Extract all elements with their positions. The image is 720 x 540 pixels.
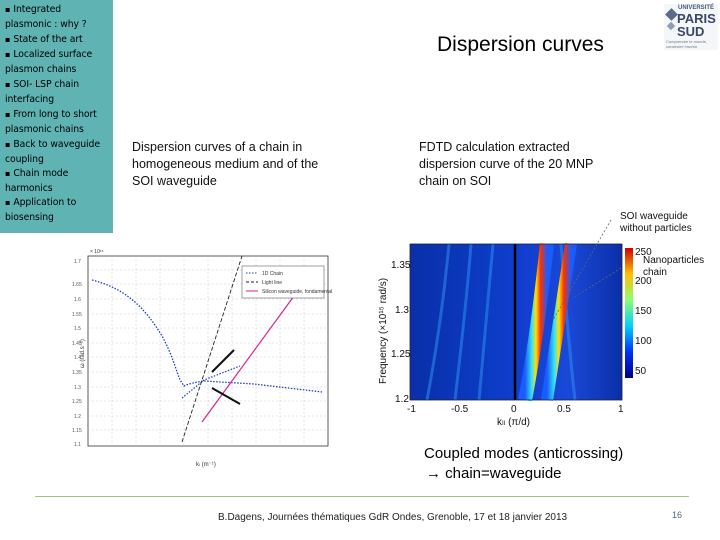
sidebar-item-label: Application to biosensing — [5, 197, 77, 223]
sidebar-item-biosensing[interactable]: ▪ Application to biosensing — [5, 197, 77, 223]
colorbar-tick: 100 — [635, 336, 652, 347]
y-tick: 1.6 — [74, 297, 81, 303]
sidebar-item-lsp-chains[interactable]: ▪ Localized surface plasmon chains — [5, 49, 93, 75]
nano-pointer — [572, 267, 622, 299]
legend-box — [241, 265, 325, 299]
y-tick: 1.65 — [72, 282, 82, 288]
colorbar-tick: 200 — [635, 276, 652, 287]
logo-mark-icon — [664, 4, 718, 50]
sidebar-item-state-of-art[interactable]: ▪ State of the art — [5, 34, 83, 45]
chain-mode-band-2 — [541, 243, 577, 401]
legend-light: Light line — [262, 280, 282, 286]
sidebar-item-label: Integrated plasmonic : why ? — [5, 4, 87, 30]
dispersion-plot-homogeneous: 1D Chain Light line Silicon waveguide, f… — [64, 244, 334, 470]
y-tick: 1.25 — [72, 399, 82, 405]
x-tick: -1 — [407, 404, 416, 415]
y-tick: 1.15 — [72, 428, 82, 434]
y-tick: 1.45 — [72, 341, 82, 347]
footer-citation: B.Dagens, Journées thématiques GdR Ondes… — [218, 512, 568, 523]
caption-right: FDTD calculation extracted dispersion cu… — [419, 140, 594, 188]
y-tick: 1.1 — [74, 442, 81, 448]
x-tick: 1 — [618, 404, 624, 415]
fdtd-map-svg: SOI waveguide without particles Nanopart… — [378, 211, 704, 428]
sidebar-item-label: Chain mode harmonics — [5, 168, 69, 194]
sidebar-item-label: Back to waveguide coupling — [5, 139, 100, 165]
sidebar-item-long-short[interactable]: ▪ From long to short plasmonic chains — [5, 109, 97, 135]
sidebar-item-harmonics[interactable]: ▪ Chain mode harmonics — [5, 168, 69, 194]
page-title: Dispersion curves — [437, 33, 604, 56]
waveguide-line — [201, 295, 295, 423]
light-line — [181, 255, 243, 443]
dispersion-plot-svg: 1D Chain Light line Silicon waveguide, f… — [64, 244, 334, 470]
sidebar-item-label: Localized surface plasmon chains — [5, 49, 93, 75]
colorbar-tick: 50 — [635, 366, 647, 377]
y-axis-label: Frequency (×10¹⁵ rad/s) — [378, 278, 389, 384]
fdtd-dispersion-map: SOI waveguide without particles Nanopart… — [375, 208, 708, 428]
colorbar-tick: 150 — [635, 306, 652, 317]
y-tick: 1.2 — [395, 394, 409, 405]
legend-chain: 1D Chain — [262, 271, 283, 277]
y-tick: 1.25 — [391, 349, 411, 360]
x-tick: 0 — [511, 404, 517, 415]
coupled-line-1: Coupled modes (anticrossing) — [424, 445, 624, 462]
nano-annotation-1: Nanoparticles — [643, 255, 704, 266]
y-tick: 1.35 — [391, 260, 411, 271]
logo-tag: UNIVERSITÉ — [678, 5, 715, 11]
x-tick: -0.5 — [451, 404, 469, 415]
y-tick: 1.5 — [74, 326, 81, 332]
sidebar-item-soi-interfacing[interactable]: ▪ SOI- LSP chain interfacing — [5, 79, 80, 105]
scale-label: × 10¹⁵ — [90, 249, 104, 255]
page-number: 16 — [672, 510, 683, 520]
y-tick: 1.35 — [72, 370, 82, 376]
chain-curve-lower — [181, 365, 241, 399]
y-axis-label: ω (rad.s⁻¹) — [80, 339, 86, 368]
x-tick: 0.5 — [557, 404, 571, 415]
sidebar-item-label: From long to short plasmonic chains — [5, 109, 97, 135]
y-tick: 1.4 — [74, 355, 81, 361]
arrow-lower — [211, 387, 241, 405]
coupled-line-2: → chain=waveguide — [426, 465, 562, 482]
sidebar-item-label: State of the art — [13, 34, 83, 45]
logo-name-2: SUD — [677, 24, 705, 39]
colorbar — [625, 248, 633, 378]
legend-waveguide: Silicon waveguide, fondamental — [262, 289, 332, 295]
soi-pointer — [552, 219, 612, 321]
colorbar-tick: 250 — [635, 247, 652, 258]
sidebar-item-integrated[interactable]: ▪ Integrated plasmonic : why ? — [5, 4, 87, 30]
coupled-modes-note: Coupled modes (anticrossing) → chain=wav… — [424, 444, 623, 484]
x-axis-label: kₗₗ (π/d) — [497, 417, 530, 428]
y-tick: 1.2 — [74, 414, 81, 420]
x-axis-label: kₗ (m⁻¹) — [196, 462, 216, 468]
arrow-upper — [211, 349, 235, 373]
logo-subtitle: Comprendre le monde, construire l'avenir — [666, 39, 707, 49]
y-tick: 1.3 — [395, 305, 409, 316]
sidebar: ▪ Integrated plasmonic : why ? ▪ State of … — [0, 0, 113, 233]
chain-mode-band — [518, 243, 554, 402]
caption-left: Dispersion curves of a chain in homogene… — [132, 140, 319, 188]
footer-divider — [35, 496, 689, 497]
y-tick: 1.7 — [74, 259, 81, 265]
y-tick: 1.3 — [74, 385, 81, 391]
logo-name-1: PARIS — [677, 11, 716, 26]
sidebar-item-label: SOI- LSP chain interfacing — [5, 79, 80, 105]
soi-annotation-1: SOI waveguide — [620, 211, 688, 222]
nano-annotation-2: chain — [643, 267, 667, 278]
sidebar-item-waveguide-coupling[interactable]: ▪ Back to waveguide coupling — [5, 139, 100, 165]
soi-annotation-2: without particles — [619, 223, 692, 234]
chain-curve — [91, 279, 323, 393]
y-tick: 1.55 — [72, 312, 82, 318]
